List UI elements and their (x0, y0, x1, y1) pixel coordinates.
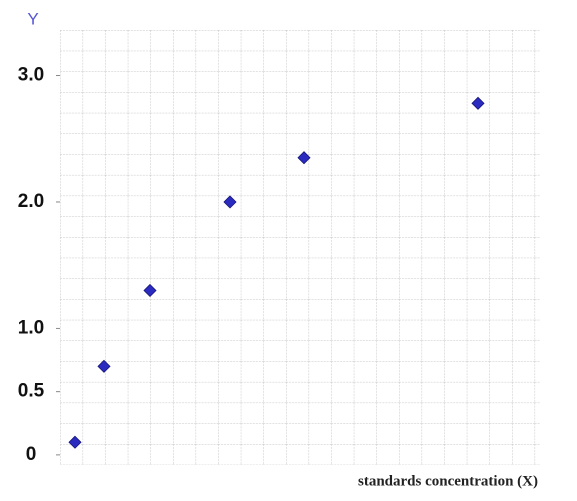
y-axis-label: Y (27, 9, 38, 28)
point (223, 195, 237, 209)
y-tick-label: 0.5 (18, 381, 45, 402)
point (297, 151, 311, 165)
point (143, 283, 157, 298)
x-axis-label: standards concentration (X) (358, 473, 538, 489)
y-tick-label: 1.0 (18, 317, 44, 338)
grid (60, 30, 540, 465)
y-tick-label: 2.0 (18, 191, 44, 212)
y-tick-label: 3.0 (18, 65, 44, 86)
y-tick-label: 0 (26, 444, 37, 465)
point (68, 435, 82, 449)
point (97, 359, 111, 373)
point (471, 96, 485, 110)
